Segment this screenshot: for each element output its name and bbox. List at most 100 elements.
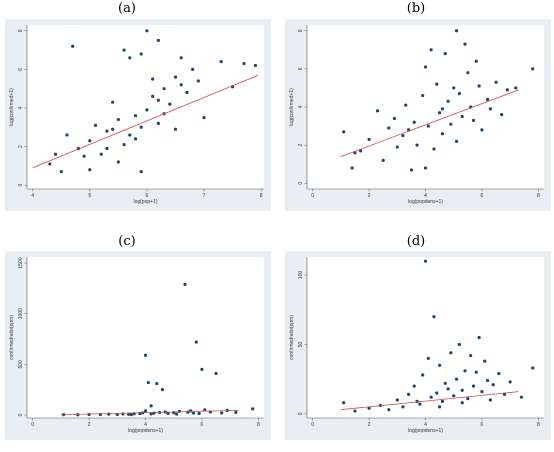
scatter-point	[53, 152, 58, 156]
panel-c-chart: 0 2 4 6 8 0 500 1000 1500 log(popdens+1) confirmed…	[5, 251, 271, 440]
scatter-point	[446, 99, 450, 103]
scatter-point	[59, 170, 63, 174]
scatter-point	[480, 128, 484, 132]
scatter-point	[242, 61, 246, 66]
scatter-point	[185, 90, 189, 95]
scatter-point	[440, 107, 445, 111]
scatter-point	[460, 401, 464, 405]
x-axis-title: log(popdens+1)	[408, 199, 443, 205]
y-tick-label: 4	[298, 105, 304, 108]
scatter-point	[105, 146, 109, 151]
scatter-point	[409, 168, 413, 172]
scatter-point	[421, 373, 425, 377]
scatter-point	[196, 79, 200, 83]
scatter-point	[466, 396, 470, 401]
scatter-point	[466, 71, 470, 75]
scatter-point	[435, 82, 439, 86]
scatter-point	[122, 143, 126, 147]
x-tick-label: 2	[88, 422, 91, 428]
scatter-point	[415, 399, 419, 403]
scatter-point	[139, 52, 143, 56]
scatter-point	[502, 392, 507, 397]
scatter-point	[406, 392, 411, 397]
scatter-point	[156, 38, 160, 43]
scatter-point	[145, 29, 149, 33]
scatter-point	[197, 411, 201, 416]
scatter-point	[82, 154, 86, 158]
y-tick-label: 8	[298, 29, 304, 32]
scatter-point	[474, 59, 478, 63]
scatter-point	[367, 406, 371, 410]
scatter-point	[438, 111, 442, 115]
scatter-point	[460, 114, 464, 119]
x-tick-label: 2	[368, 193, 371, 199]
scatter-point	[429, 395, 433, 399]
panel-d-title: (d)	[406, 234, 426, 249]
x-tick-label: 0	[311, 193, 314, 199]
panel-d-plot-area	[307, 257, 544, 418]
panel-b-chart: 0 2 4 6 8 0 2 4 6 8 log(popdens+1) log(confirmed+1)	[285, 19, 551, 211]
scatter-point	[71, 44, 75, 48]
scatter-point	[426, 124, 430, 128]
scatter-point	[138, 411, 142, 416]
scatter-point	[88, 168, 92, 172]
scatter-point	[443, 52, 447, 56]
scatter-point	[395, 398, 399, 402]
fit-line	[60, 410, 239, 416]
scatter-point	[214, 371, 218, 376]
scatter-point	[342, 401, 346, 405]
scatter-point	[151, 94, 155, 98]
scatter-point	[483, 359, 487, 363]
y-tick-label: 1500	[18, 257, 24, 268]
scatter-point	[48, 162, 52, 166]
x-tick-label: 6	[481, 193, 484, 199]
panel-b-plot-area	[307, 25, 544, 189]
x-tick-label: 4	[144, 422, 147, 428]
scatter-point	[381, 158, 385, 162]
scatter-point	[531, 67, 535, 71]
scatter-point	[412, 384, 416, 388]
scatter-point	[234, 410, 238, 415]
scatter-point	[173, 75, 178, 79]
x-tick-label: 6	[146, 193, 149, 199]
scatter-point	[432, 315, 436, 319]
scatter-point	[443, 381, 447, 385]
y-tick-label: 100	[298, 271, 304, 280]
scatter-point	[508, 380, 512, 384]
y-axis-title: log(confirmed+1)	[289, 88, 295, 126]
scatter-point	[203, 408, 207, 412]
scatter-point	[116, 117, 120, 122]
scatter-point	[500, 113, 504, 117]
scatter-point	[423, 166, 428, 170]
scatter-point	[412, 120, 416, 124]
x-axis-title: log(popdens+1)	[128, 428, 163, 434]
scatter-point	[156, 121, 160, 125]
y-tick-label: 6	[18, 68, 24, 71]
scatter-point	[128, 56, 132, 60]
scatter-point	[449, 122, 453, 126]
scatter-point	[488, 398, 492, 402]
y-tick-label: 2	[18, 145, 24, 148]
scatter-point	[88, 139, 92, 143]
scatter-point	[491, 383, 495, 387]
y-tick-label: 0	[298, 182, 304, 185]
x-tick-label: 6	[201, 422, 204, 428]
panel-a-title: (a)	[118, 1, 136, 16]
scatter-point	[438, 363, 442, 367]
scatter-point	[342, 130, 346, 134]
scatter-point	[454, 29, 459, 33]
x-tick-label: 4	[424, 422, 427, 428]
scatter-point	[152, 411, 156, 415]
y-tick-label: 6	[298, 67, 304, 70]
scatter-point	[449, 351, 453, 355]
scatter-point	[183, 282, 187, 286]
scatter-point	[519, 395, 524, 399]
panel-b-title: (b)	[406, 1, 426, 16]
scatter-point	[497, 371, 501, 376]
scatter-point	[145, 108, 149, 112]
y-tick-label: 500	[18, 360, 24, 369]
scatter-point	[432, 147, 436, 151]
scatter-point	[471, 384, 476, 388]
x-tick-label: 0	[311, 422, 314, 428]
x-tick-label: 8	[537, 193, 540, 199]
